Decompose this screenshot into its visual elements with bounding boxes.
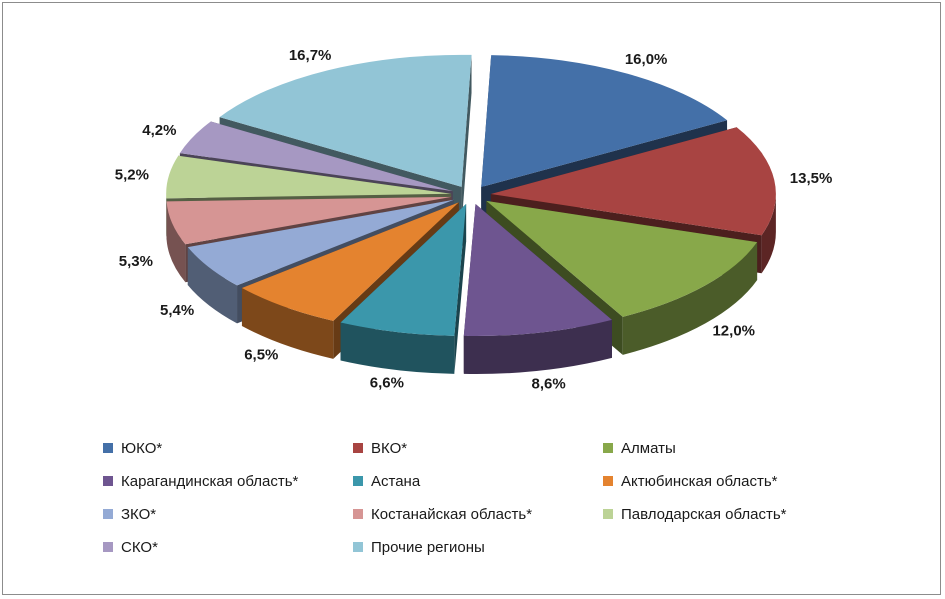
- pie-slice-2: [486, 200, 758, 355]
- legend-swatch: [353, 443, 363, 453]
- legend-item-2: Алматы: [603, 438, 903, 458]
- slice-label-6: 5,4%: [160, 302, 194, 319]
- slice-label-7: 5,3%: [119, 253, 153, 270]
- legend-label: Костанайская область*: [371, 505, 533, 523]
- legend-item-3: Карагандинская область*: [103, 471, 353, 491]
- legend-swatch: [103, 476, 113, 486]
- pie-slice-top-2: [486, 200, 758, 317]
- legend-item-5: Актюбинская область*: [603, 471, 903, 491]
- pie-slice-top-5: [241, 202, 459, 321]
- legend-swatch: [603, 476, 613, 486]
- pie-slice-top-9: [179, 121, 453, 192]
- legend-label: СКО*: [121, 538, 158, 556]
- legend-item-10: Прочие регионы: [353, 537, 603, 557]
- legend-swatch: [103, 509, 113, 519]
- legend-label: Алматы: [621, 439, 676, 457]
- pie-slice-top-1: [490, 127, 776, 236]
- legend-item-9: СКО*: [103, 537, 353, 557]
- legend-label: Карагандинская область*: [121, 472, 299, 490]
- pie-chart: 16,0% 13,5% 12,0% 8,6% 6,6% 6,5% 5,4% 5,3% 5,2% 4…: [115, 47, 833, 392]
- chart-legend: ЮКО* ВКО* Алматы Карагандинская область* Аст…: [103, 438, 903, 557]
- pie-slice-top-8: [166, 155, 452, 199]
- legend-item-7: Костанайская область*: [353, 504, 603, 524]
- legend-label: Астана: [371, 472, 421, 490]
- slice-label-10: 16,7%: [289, 47, 332, 64]
- legend-label: ВКО*: [371, 439, 408, 457]
- pie-slice-top-6: [187, 199, 454, 286]
- pie-slice-3: [463, 204, 612, 375]
- legend-swatch: [353, 509, 363, 519]
- legend-item-1: ВКО*: [353, 438, 603, 458]
- pie-slice-top-0: [481, 55, 728, 188]
- legend-label: Актюбинская область*: [621, 472, 778, 490]
- pie-slice-top-7: [166, 196, 452, 245]
- slice-label-8: 5,2%: [115, 167, 149, 184]
- slice-label-5: 6,5%: [244, 346, 278, 363]
- pie-slice-top-10: [219, 54, 472, 187]
- legend-label: Павлодарская область*: [621, 505, 787, 523]
- legend-swatch: [103, 443, 113, 453]
- slice-label-9: 4,2%: [142, 122, 176, 139]
- slice-label-2: 12,0%: [712, 323, 755, 340]
- legend-item-4: Астана: [353, 471, 603, 491]
- legend-swatch: [353, 542, 363, 552]
- pie-slice-top-3: [463, 204, 612, 337]
- legend-swatch: [603, 509, 613, 519]
- legend-item-8: Павлодарская область*: [603, 504, 903, 524]
- slice-label-4: 6,6%: [370, 375, 404, 392]
- legend-item-6: ЗКО*: [103, 504, 353, 524]
- pie-slice-4: [340, 203, 467, 374]
- legend-label: ЮКО*: [121, 439, 163, 457]
- slice-label-3: 8,6%: [532, 375, 566, 392]
- legend-label: Прочие регионы: [371, 538, 485, 556]
- legend-swatch: [603, 443, 613, 453]
- pie-slice-top-4: [340, 203, 467, 336]
- slice-label-0: 16,0%: [625, 51, 668, 68]
- slice-label-1: 13,5%: [790, 170, 833, 187]
- legend-label: ЗКО*: [121, 505, 157, 523]
- legend-item-0: ЮКО*: [103, 438, 353, 458]
- legend-swatch: [103, 542, 113, 552]
- legend-swatch: [353, 476, 363, 486]
